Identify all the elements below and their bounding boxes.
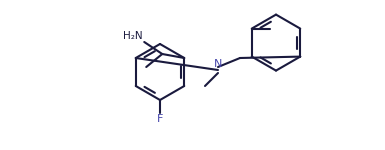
Text: N: N: [214, 59, 222, 69]
Text: F: F: [157, 114, 163, 124]
Text: H₂N: H₂N: [123, 31, 142, 41]
